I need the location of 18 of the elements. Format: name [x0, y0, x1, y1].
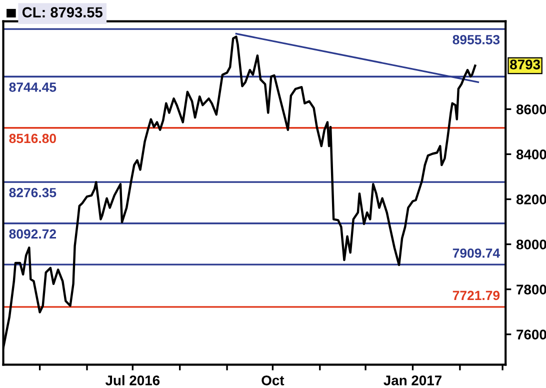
y-tick-label: 8000 [516, 240, 546, 250]
x-tick-label: Oct [262, 376, 284, 386]
y-tick-label: 8400 [516, 150, 546, 160]
y-tick-label: 7600 [516, 330, 546, 340]
text: CL: 8793.55 [22, 7, 102, 18]
ref-line-label: 8955.53 [452, 35, 500, 44]
x-tick-label: Jul 2016 [105, 375, 160, 386]
ref-line-label: 8744.45 [9, 82, 56, 92]
ref-line-label: 8516.80 [9, 134, 56, 144]
y-tick-label: 8200 [516, 194, 546, 204]
ref-line-label: 8276.35 [9, 188, 56, 198]
ref-line-label: 7721.79 [452, 290, 500, 300]
y-tick-label: 8600 [516, 104, 546, 114]
ref-line-label: 7909.74 [452, 248, 500, 258]
annotation: 8793 [510, 60, 540, 70]
y-tick-label: 7800 [516, 284, 546, 294]
ref-line-label: 8092.72 [9, 229, 56, 239]
x-tick-label: Jan 2017 [384, 376, 442, 386]
